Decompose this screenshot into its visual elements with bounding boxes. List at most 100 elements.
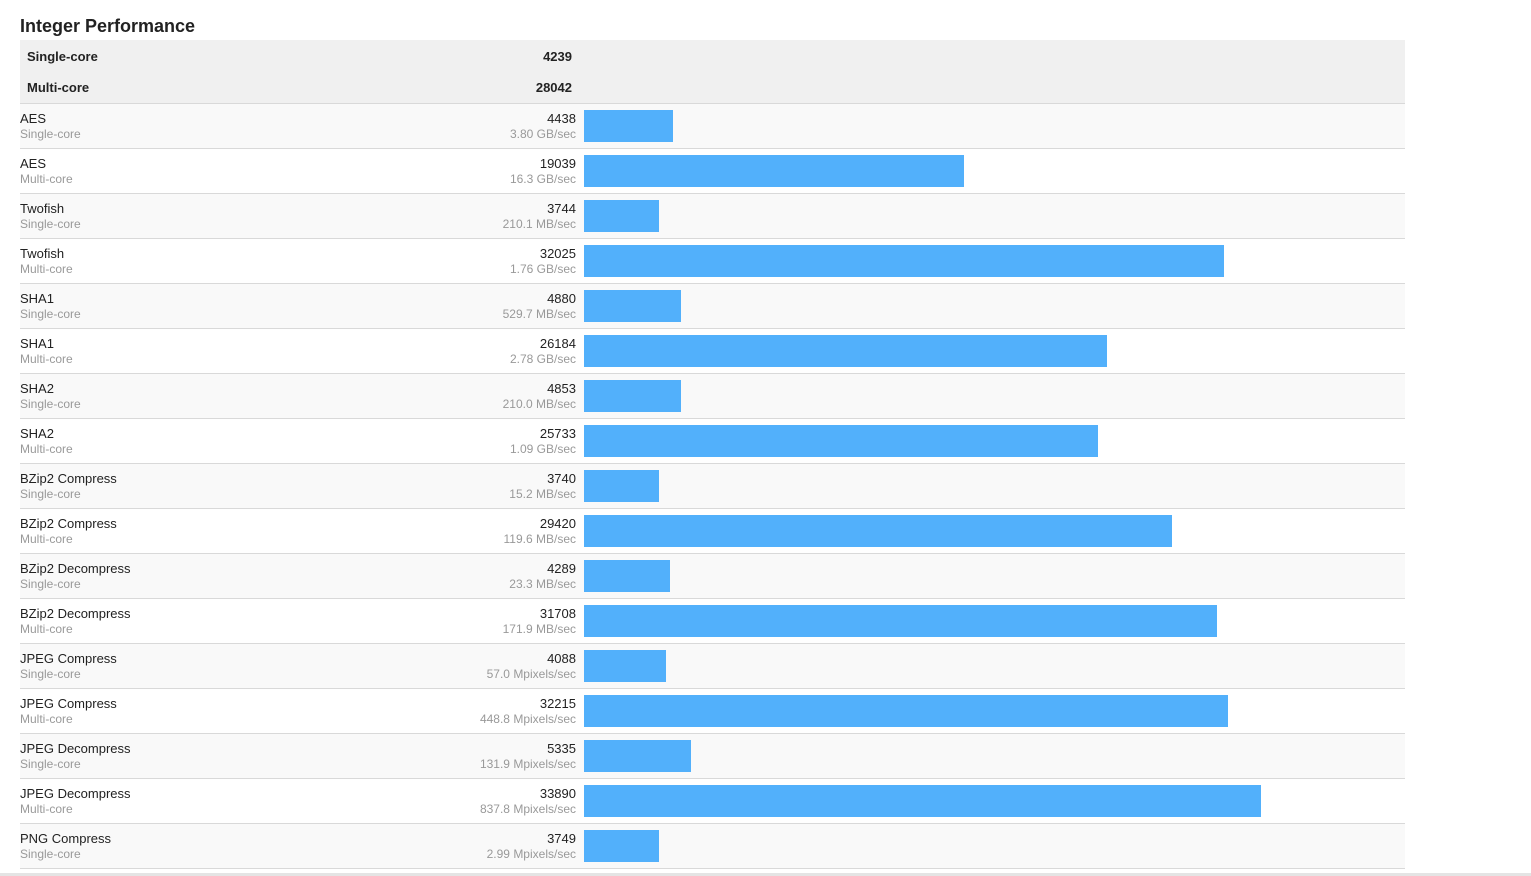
bar-cell	[576, 733, 1405, 779]
workload-mode: Single-core	[20, 306, 81, 321]
workload-name-cell: JPEG Compress Multi-core	[20, 688, 300, 734]
workload-name-cell: BZip2 Compress Multi-core	[20, 508, 300, 554]
workload-score-cell: 4289 23.3 MB/sec	[300, 553, 576, 599]
workload-mode: Multi-core	[20, 801, 73, 816]
table-row: SHA2 Multi-core 25733 1.09 GB/sec	[20, 418, 1405, 464]
bar-cell	[576, 103, 1405, 149]
score-bar	[584, 290, 681, 322]
workload-name: JPEG Compress	[20, 695, 117, 711]
workload-score-cell: 5335 131.9 Mpixels/sec	[300, 733, 576, 779]
workload-name-cell: BZip2 Decompress Multi-core	[20, 598, 300, 644]
score-bar	[584, 425, 1098, 457]
workload-score: 32215	[539, 695, 576, 711]
bar-cell	[576, 823, 1405, 869]
workload-score-cell: 4880 529.7 MB/sec	[300, 283, 576, 329]
table-row: BZip2 Compress Single-core 3740 15.2 MB/sec	[20, 463, 1405, 509]
workload-rate: 448.8 Mpixels/sec	[479, 711, 576, 726]
table-row: SHA1 Multi-core 26184 2.78 GB/sec	[20, 328, 1405, 374]
score-bar	[584, 830, 659, 862]
summary-score: 28042	[300, 72, 576, 104]
score-bar	[584, 785, 1261, 817]
workload-mode: Single-core	[20, 216, 81, 231]
bar-cell	[576, 283, 1405, 329]
workload-score-cell: 19039 16.3 GB/sec	[300, 148, 576, 194]
workload-mode: Multi-core	[20, 711, 73, 726]
score-bar	[584, 650, 666, 682]
workload-score: 4853	[547, 380, 576, 396]
workload-name: BZip2 Decompress	[20, 605, 131, 621]
table-row: Twofish Multi-core 32025 1.76 GB/sec	[20, 238, 1405, 284]
score-bar	[584, 740, 691, 772]
score-bar	[584, 695, 1228, 727]
workload-score-cell: 4438 3.80 GB/sec	[300, 103, 576, 149]
bar-cell	[576, 148, 1405, 194]
workload-score: 3744	[547, 200, 576, 216]
workload-score-cell: 25733 1.09 GB/sec	[300, 418, 576, 464]
workload-rate: 57.0 Mpixels/sec	[486, 666, 576, 681]
workload-mode: Multi-core	[20, 531, 73, 546]
workload-name-cell: SHA2 Multi-core	[20, 418, 300, 464]
workload-score: 4088	[547, 650, 576, 666]
score-bar	[584, 200, 659, 232]
score-bar	[584, 380, 681, 412]
workload-score-cell: 26184 2.78 GB/sec	[300, 328, 576, 374]
table-row: BZip2 Decompress Single-core 4289 23.3 MB/s…	[20, 553, 1405, 599]
workload-mode: Single-core	[20, 396, 81, 411]
workload-rate: 210.0 MB/sec	[502, 396, 576, 411]
workload-rate: 2.78 GB/sec	[509, 351, 576, 366]
workload-name: JPEG Compress	[20, 650, 117, 666]
workload-mode: Single-core	[20, 756, 81, 771]
workload-name: Twofish	[20, 200, 65, 216]
bar-cell	[576, 688, 1405, 734]
bar-cell	[576, 463, 1405, 509]
workload-mode: Multi-core	[20, 261, 73, 276]
table-row: PNG Compress Single-core 3749 2.99 Mpixels/…	[20, 823, 1405, 869]
workload-mode: Multi-core	[20, 621, 73, 636]
bar-cell	[576, 418, 1405, 464]
workload-name-cell: AES Single-core	[20, 103, 300, 149]
workload-score: 4438	[547, 110, 576, 126]
workload-name: JPEG Decompress	[20, 740, 131, 756]
workload-score: 32025	[539, 245, 576, 261]
score-bar	[584, 560, 670, 592]
summary-label: Single-core	[20, 40, 300, 72]
workload-mode: Single-core	[20, 666, 81, 681]
workload-rate: 3.80 GB/sec	[509, 126, 576, 141]
table-row: AES Multi-core 19039 16.3 GB/sec	[20, 148, 1405, 194]
workload-name-cell: BZip2 Decompress Single-core	[20, 553, 300, 599]
workload-mode: Multi-core	[20, 351, 73, 366]
bar-cell	[576, 553, 1405, 599]
workload-mode: Single-core	[20, 486, 81, 501]
score-bar	[584, 245, 1224, 277]
summary-row-multi-core: Multi-core 28042	[20, 72, 1405, 104]
workload-mode: Multi-core	[20, 171, 73, 186]
table-row: AES Single-core 4438 3.80 GB/sec	[20, 103, 1405, 149]
integer-performance-section: Integer Performance Single-core 4239 Mul…	[20, 0, 1405, 869]
workload-name: AES	[20, 155, 47, 171]
table-row: Twofish Single-core 3744 210.1 MB/sec	[20, 193, 1405, 239]
workload-score: 5335	[547, 740, 576, 756]
workload-score: 29420	[539, 515, 576, 531]
table-row: SHA1 Single-core 4880 529.7 MB/sec	[20, 283, 1405, 329]
table-row: BZip2 Decompress Multi-core 31708 171.9 MB/…	[20, 598, 1405, 644]
workload-score-cell: 33890 837.8 Mpixels/sec	[300, 778, 576, 824]
workload-name: JPEG Decompress	[20, 785, 131, 801]
workload-rate: 210.1 MB/sec	[502, 216, 576, 231]
workload-score-cell: 4853 210.0 MB/sec	[300, 373, 576, 419]
workload-name: SHA1	[20, 290, 54, 306]
table-row: JPEG Compress Single-core 4088 57.0 Mpixels…	[20, 643, 1405, 689]
bar-cell	[576, 193, 1405, 239]
table-row: SHA2 Single-core 4853 210.0 MB/sec	[20, 373, 1405, 419]
workload-rate: 16.3 GB/sec	[509, 171, 576, 186]
bar-cell	[576, 373, 1405, 419]
workload-score-cell: 32215 448.8 Mpixels/sec	[300, 688, 576, 734]
workload-score-cell: 4088 57.0 Mpixels/sec	[300, 643, 576, 689]
workload-name-cell: BZip2 Compress Single-core	[20, 463, 300, 509]
workload-name: SHA1	[20, 335, 54, 351]
workload-rate: 837.8 Mpixels/sec	[479, 801, 576, 816]
score-bar	[584, 605, 1217, 637]
workload-score-cell: 29420 119.6 MB/sec	[300, 508, 576, 554]
workload-score: 31708	[539, 605, 576, 621]
workload-rate: 1.09 GB/sec	[509, 441, 576, 456]
summary-score: 4239	[300, 40, 576, 72]
